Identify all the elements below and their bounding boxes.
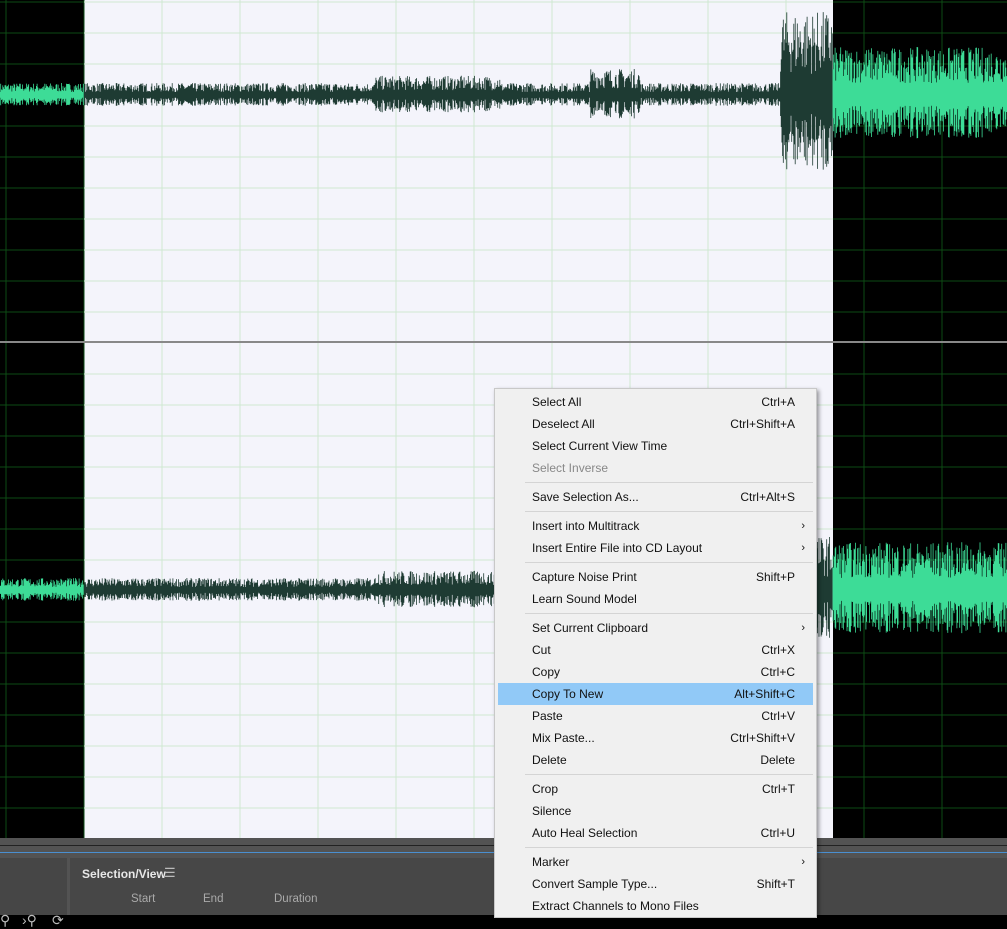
menu-item-label: Delete xyxy=(532,753,567,767)
menu-item-label: Silence xyxy=(532,804,572,818)
menu-separator xyxy=(525,613,813,614)
hamburger-icon[interactable]: ☰ xyxy=(164,865,176,880)
menu-item-label: Mix Paste... xyxy=(532,731,595,745)
menu-separator xyxy=(525,847,813,848)
menu-separator xyxy=(525,774,813,775)
submenu-arrow-icon: › xyxy=(801,542,805,554)
menu-item-label: Copy xyxy=(532,665,561,679)
menu-item-paste[interactable]: Paste Ctrl+V xyxy=(498,705,813,727)
menu-separator xyxy=(525,511,813,512)
menu-item-mix-paste[interactable]: Mix Paste... Ctrl+Shift+V xyxy=(498,727,813,749)
menu-item-select-current-view-time[interactable]: Select Current View Time xyxy=(498,435,813,457)
menu-item-shortcut: Ctrl+V xyxy=(761,709,795,723)
context-menu: Select All Ctrl+A Deselect All Ctrl+Shift+A… xyxy=(494,388,817,918)
menu-item-deselect-all[interactable]: Deselect All Ctrl+Shift+A xyxy=(498,413,813,435)
menu-item-label: Extract Channels to Mono Files xyxy=(532,899,699,913)
menu-item-shortcut: Ctrl+U xyxy=(760,826,795,840)
menu-item-convert-sample-type[interactable]: Convert Sample Type... Shift+T xyxy=(498,873,813,895)
menu-item-label: Marker xyxy=(532,855,570,869)
menu-item-auto-heal-selection[interactable]: Auto Heal Selection Ctrl+U xyxy=(498,822,813,844)
menu-item-select-inverse: Select Inverse xyxy=(498,457,813,479)
menu-separator xyxy=(525,482,813,483)
menu-item-label: Cut xyxy=(532,643,551,657)
column-duration: Duration xyxy=(274,893,318,905)
waveform-selected-channel-1 xyxy=(83,12,833,170)
menu-item-label: Select Inverse xyxy=(532,461,609,475)
menu-item-silence[interactable]: Silence xyxy=(498,800,813,822)
menu-item-label: Deselect All xyxy=(532,417,595,431)
menu-item-learn-sound-model[interactable]: Learn Sound Model xyxy=(498,588,813,610)
menu-item-label: Insert into Multitrack xyxy=(532,519,640,533)
menu-item-shortcut: Ctrl+Shift+V xyxy=(730,731,795,745)
menu-item-shortcut: Shift+P xyxy=(755,570,795,584)
menu-item-label: Capture Noise Print xyxy=(532,570,637,584)
waveform-channel-1 xyxy=(0,47,1007,139)
panel-title: Selection/View xyxy=(82,867,166,881)
menu-item-copy[interactable]: Copy Ctrl+C xyxy=(498,661,813,683)
menu-item-shortcut: Ctrl+X xyxy=(761,643,795,657)
menu-item-delete[interactable]: Delete Delete xyxy=(498,749,813,771)
menu-item-label: Copy To New xyxy=(532,687,604,701)
menu-item-shortcut: Shift+T xyxy=(756,877,795,891)
menu-item-shortcut: Ctrl+A xyxy=(761,395,795,409)
waveform-channel-2 xyxy=(0,542,1007,634)
menu-item-label: Select Current View Time xyxy=(532,439,668,453)
submenu-arrow-icon: › xyxy=(801,856,805,868)
menu-item-cut[interactable]: Cut Ctrl+X xyxy=(498,639,813,661)
menu-item-shortcut: Delete xyxy=(760,753,795,767)
menu-item-shortcut: Ctrl+Shift+A xyxy=(730,417,795,431)
menu-item-label: Set Current Clipboard xyxy=(532,621,649,635)
menu-item-select-all[interactable]: Select All Ctrl+A xyxy=(498,391,813,413)
menu-item-insert-into-multitrack[interactable]: Insert into Multitrack › xyxy=(498,515,813,537)
menu-item-extract-channels-to-mono-files[interactable]: Extract Channels to Mono Files xyxy=(498,895,813,917)
menu-item-shortcut: Ctrl+Alt+S xyxy=(740,490,795,504)
menu-item-shortcut: Ctrl+T xyxy=(762,782,795,796)
column-start: Start xyxy=(131,893,156,905)
menu-item-label: Save Selection As... xyxy=(532,490,639,504)
submenu-arrow-icon: › xyxy=(801,622,805,634)
menu-item-insert-entire-file-into-cd-layout[interactable]: Insert Entire File into CD Layout › xyxy=(498,537,813,559)
menu-item-label: Auto Heal Selection xyxy=(532,826,638,840)
menu-item-shortcut: Ctrl+C xyxy=(760,665,795,679)
menu-separator xyxy=(525,562,813,563)
menu-item-label: Convert Sample Type... xyxy=(532,877,658,891)
menu-item-copy-to-new[interactable]: Copy To New Alt+Shift+C xyxy=(498,683,813,705)
menu-item-save-selection-as[interactable]: Save Selection As... Ctrl+Alt+S xyxy=(498,486,813,508)
menu-item-marker[interactable]: Marker › xyxy=(498,851,813,873)
menu-item-set-current-clipboard[interactable]: Set Current Clipboard › xyxy=(498,617,813,639)
menu-item-label: Crop xyxy=(532,782,559,796)
zoom-panel: ⚲ ›⚲ ⟳ xyxy=(0,858,67,928)
menu-item-label: Select All xyxy=(532,395,582,409)
menu-item-label: Paste xyxy=(532,709,563,723)
column-end: End xyxy=(203,893,224,905)
submenu-arrow-icon: › xyxy=(801,520,805,532)
menu-item-capture-noise-print[interactable]: Capture Noise Print Shift+P xyxy=(498,566,813,588)
menu-item-shortcut: Alt+Shift+C xyxy=(734,687,795,701)
menu-item-label: Learn Sound Model xyxy=(532,592,637,606)
menu-item-crop[interactable]: Crop Ctrl+T xyxy=(498,778,813,800)
menu-item-label: Insert Entire File into CD Layout xyxy=(532,541,703,555)
